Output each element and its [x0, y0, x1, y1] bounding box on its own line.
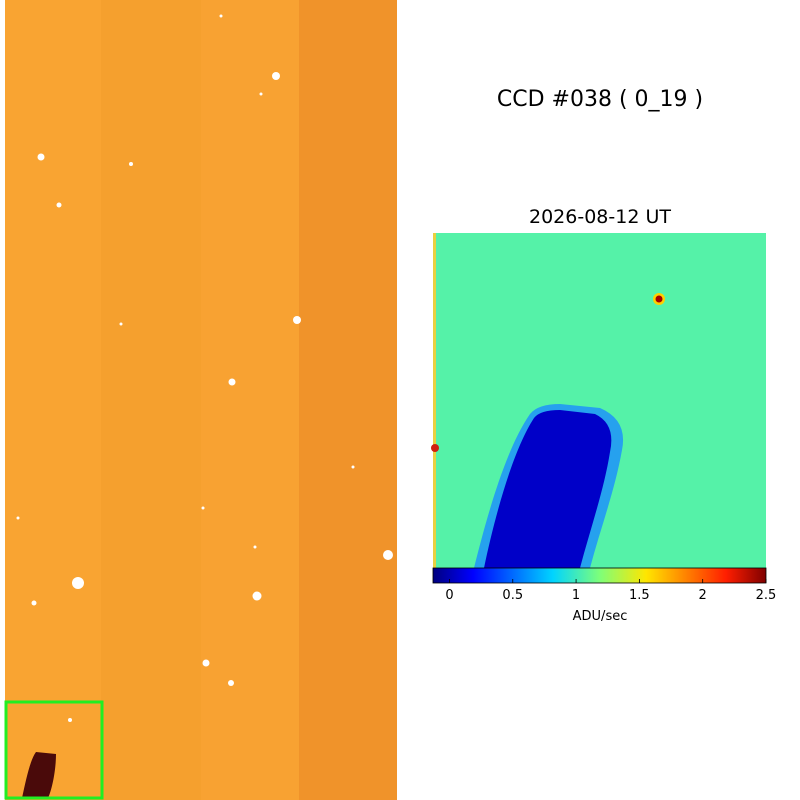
colorbar — [432, 567, 767, 584]
colorbar-tick-label: 0.5 — [502, 588, 523, 603]
colorbar-tick-label: 2.5 — [756, 588, 777, 603]
colorbar-tick-label: 1 — [572, 588, 580, 603]
ccd-title: CCD #038 ( 0_19 ) — [497, 87, 703, 112]
colorbar-label: ADU/sec — [573, 609, 628, 624]
ccd-image — [4, 0, 397, 800]
zoom-image — [431, 233, 766, 568]
colorbar-tick-label: 2 — [699, 588, 707, 603]
date-title: 2026-08-12 UT — [529, 206, 671, 228]
colorbar-tick-label: 1.5 — [629, 588, 650, 603]
colorbar-ticks: 0 0.5 1 1.5 2 2.5 — [445, 579, 776, 603]
colorbar-tick-label: 0 — [445, 588, 453, 603]
